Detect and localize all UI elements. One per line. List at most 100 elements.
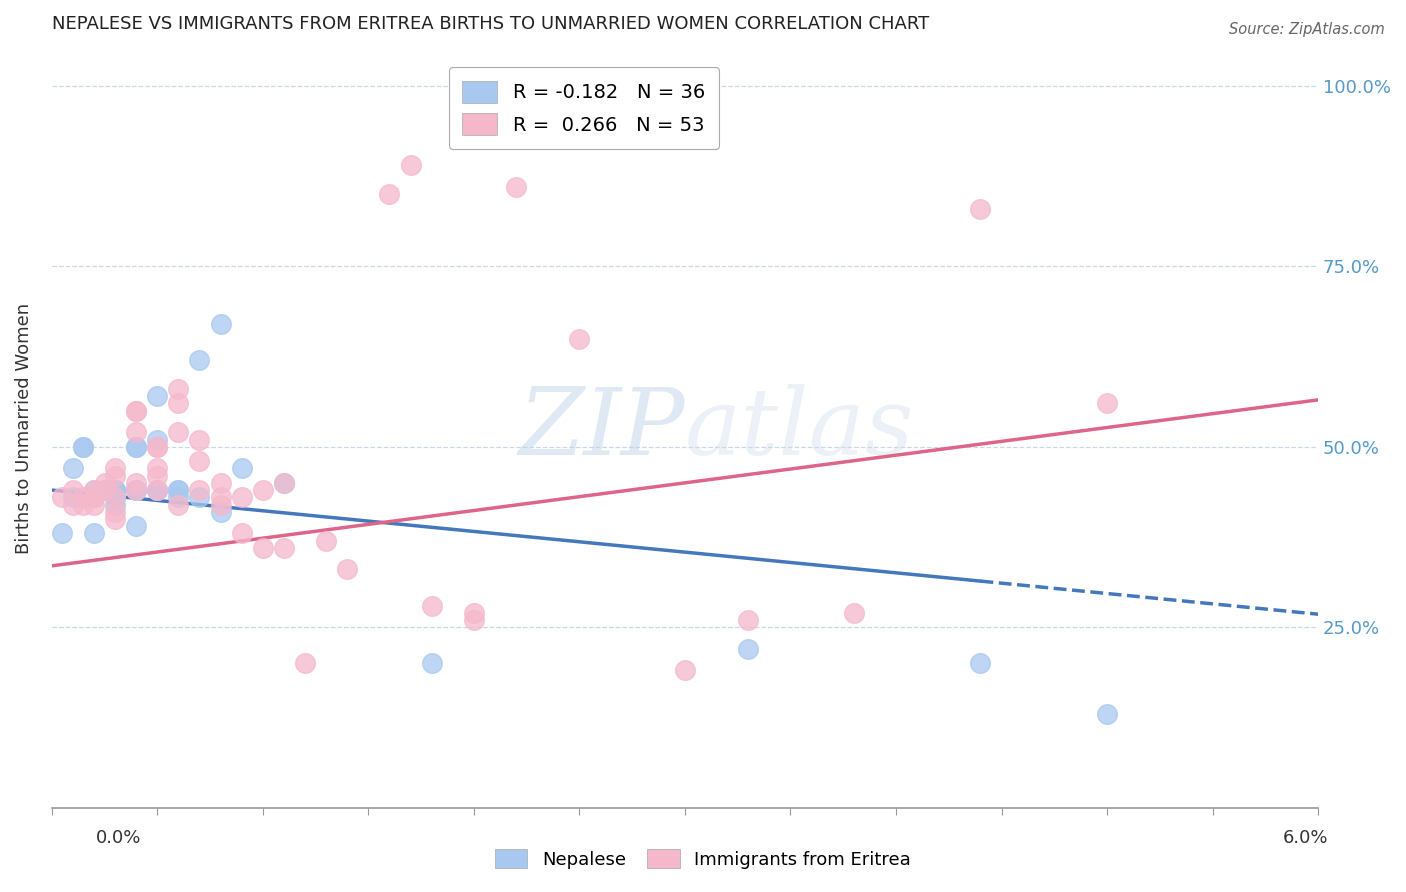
Point	[209, 498, 232, 512]
Point	[209, 505, 232, 519]
Point	[315, 533, 337, 548]
Point	[125, 483, 148, 497]
Point	[188, 433, 211, 447]
Point	[167, 483, 190, 497]
Point	[209, 475, 232, 490]
Point	[51, 490, 73, 504]
Point	[273, 541, 295, 555]
Point	[83, 483, 105, 497]
Point	[146, 483, 169, 497]
Point	[83, 526, 105, 541]
Point	[72, 490, 94, 504]
Point	[737, 613, 759, 627]
Point	[125, 440, 148, 454]
Point	[146, 440, 169, 454]
Point	[125, 425, 148, 440]
Point	[125, 475, 148, 490]
Y-axis label: Births to Unmarried Women: Births to Unmarried Women	[15, 303, 32, 554]
Point	[842, 606, 865, 620]
Point	[104, 498, 127, 512]
Point	[505, 180, 527, 194]
Point	[104, 461, 127, 475]
Point	[399, 158, 422, 172]
Legend: Nepalese, Immigrants from Eritrea: Nepalese, Immigrants from Eritrea	[488, 842, 918, 876]
Point	[252, 541, 274, 555]
Point	[125, 483, 148, 497]
Point	[209, 490, 232, 504]
Point	[125, 403, 148, 417]
Text: atlas: atlas	[685, 384, 914, 474]
Point	[378, 187, 401, 202]
Point	[62, 498, 84, 512]
Point	[463, 606, 485, 620]
Point	[420, 599, 443, 613]
Point	[167, 425, 190, 440]
Point	[969, 202, 991, 216]
Point	[294, 657, 316, 671]
Point	[167, 498, 190, 512]
Text: ZIP: ZIP	[519, 384, 685, 474]
Point	[104, 490, 127, 504]
Point	[93, 483, 115, 497]
Point	[231, 490, 253, 504]
Point	[72, 440, 94, 454]
Point	[62, 490, 84, 504]
Point	[125, 440, 148, 454]
Point	[1095, 396, 1118, 410]
Point	[125, 403, 148, 417]
Point	[231, 526, 253, 541]
Point	[167, 490, 190, 504]
Legend: R = -0.182   N = 36, R =  0.266   N = 53: R = -0.182 N = 36, R = 0.266 N = 53	[449, 67, 718, 149]
Point	[83, 490, 105, 504]
Point	[146, 483, 169, 497]
Point	[93, 483, 115, 497]
Point	[420, 657, 443, 671]
Point	[673, 664, 696, 678]
Point	[125, 519, 148, 533]
Point	[62, 483, 84, 497]
Point	[737, 641, 759, 656]
Point	[969, 657, 991, 671]
Point	[231, 461, 253, 475]
Text: 6.0%: 6.0%	[1284, 829, 1329, 847]
Point	[104, 483, 127, 497]
Point	[167, 483, 190, 497]
Point	[273, 475, 295, 490]
Point	[252, 483, 274, 497]
Point	[188, 353, 211, 368]
Point	[336, 562, 359, 576]
Point	[104, 505, 127, 519]
Point	[83, 490, 105, 504]
Point	[93, 483, 115, 497]
Point	[146, 389, 169, 403]
Point	[83, 483, 105, 497]
Text: 0.0%: 0.0%	[96, 829, 141, 847]
Point	[167, 382, 190, 396]
Point	[209, 317, 232, 331]
Point	[146, 433, 169, 447]
Point	[72, 440, 94, 454]
Text: Source: ZipAtlas.com: Source: ZipAtlas.com	[1229, 22, 1385, 37]
Point	[146, 468, 169, 483]
Point	[125, 483, 148, 497]
Point	[104, 468, 127, 483]
Point	[188, 483, 211, 497]
Point	[188, 490, 211, 504]
Point	[51, 526, 73, 541]
Point	[146, 483, 169, 497]
Point	[146, 440, 169, 454]
Point	[104, 512, 127, 526]
Point	[146, 461, 169, 475]
Point	[83, 490, 105, 504]
Point	[83, 498, 105, 512]
Point	[83, 490, 105, 504]
Point	[167, 396, 190, 410]
Point	[1095, 706, 1118, 721]
Point	[273, 475, 295, 490]
Point	[104, 483, 127, 497]
Point	[568, 331, 591, 345]
Point	[93, 475, 115, 490]
Point	[463, 613, 485, 627]
Point	[188, 454, 211, 468]
Point	[104, 490, 127, 504]
